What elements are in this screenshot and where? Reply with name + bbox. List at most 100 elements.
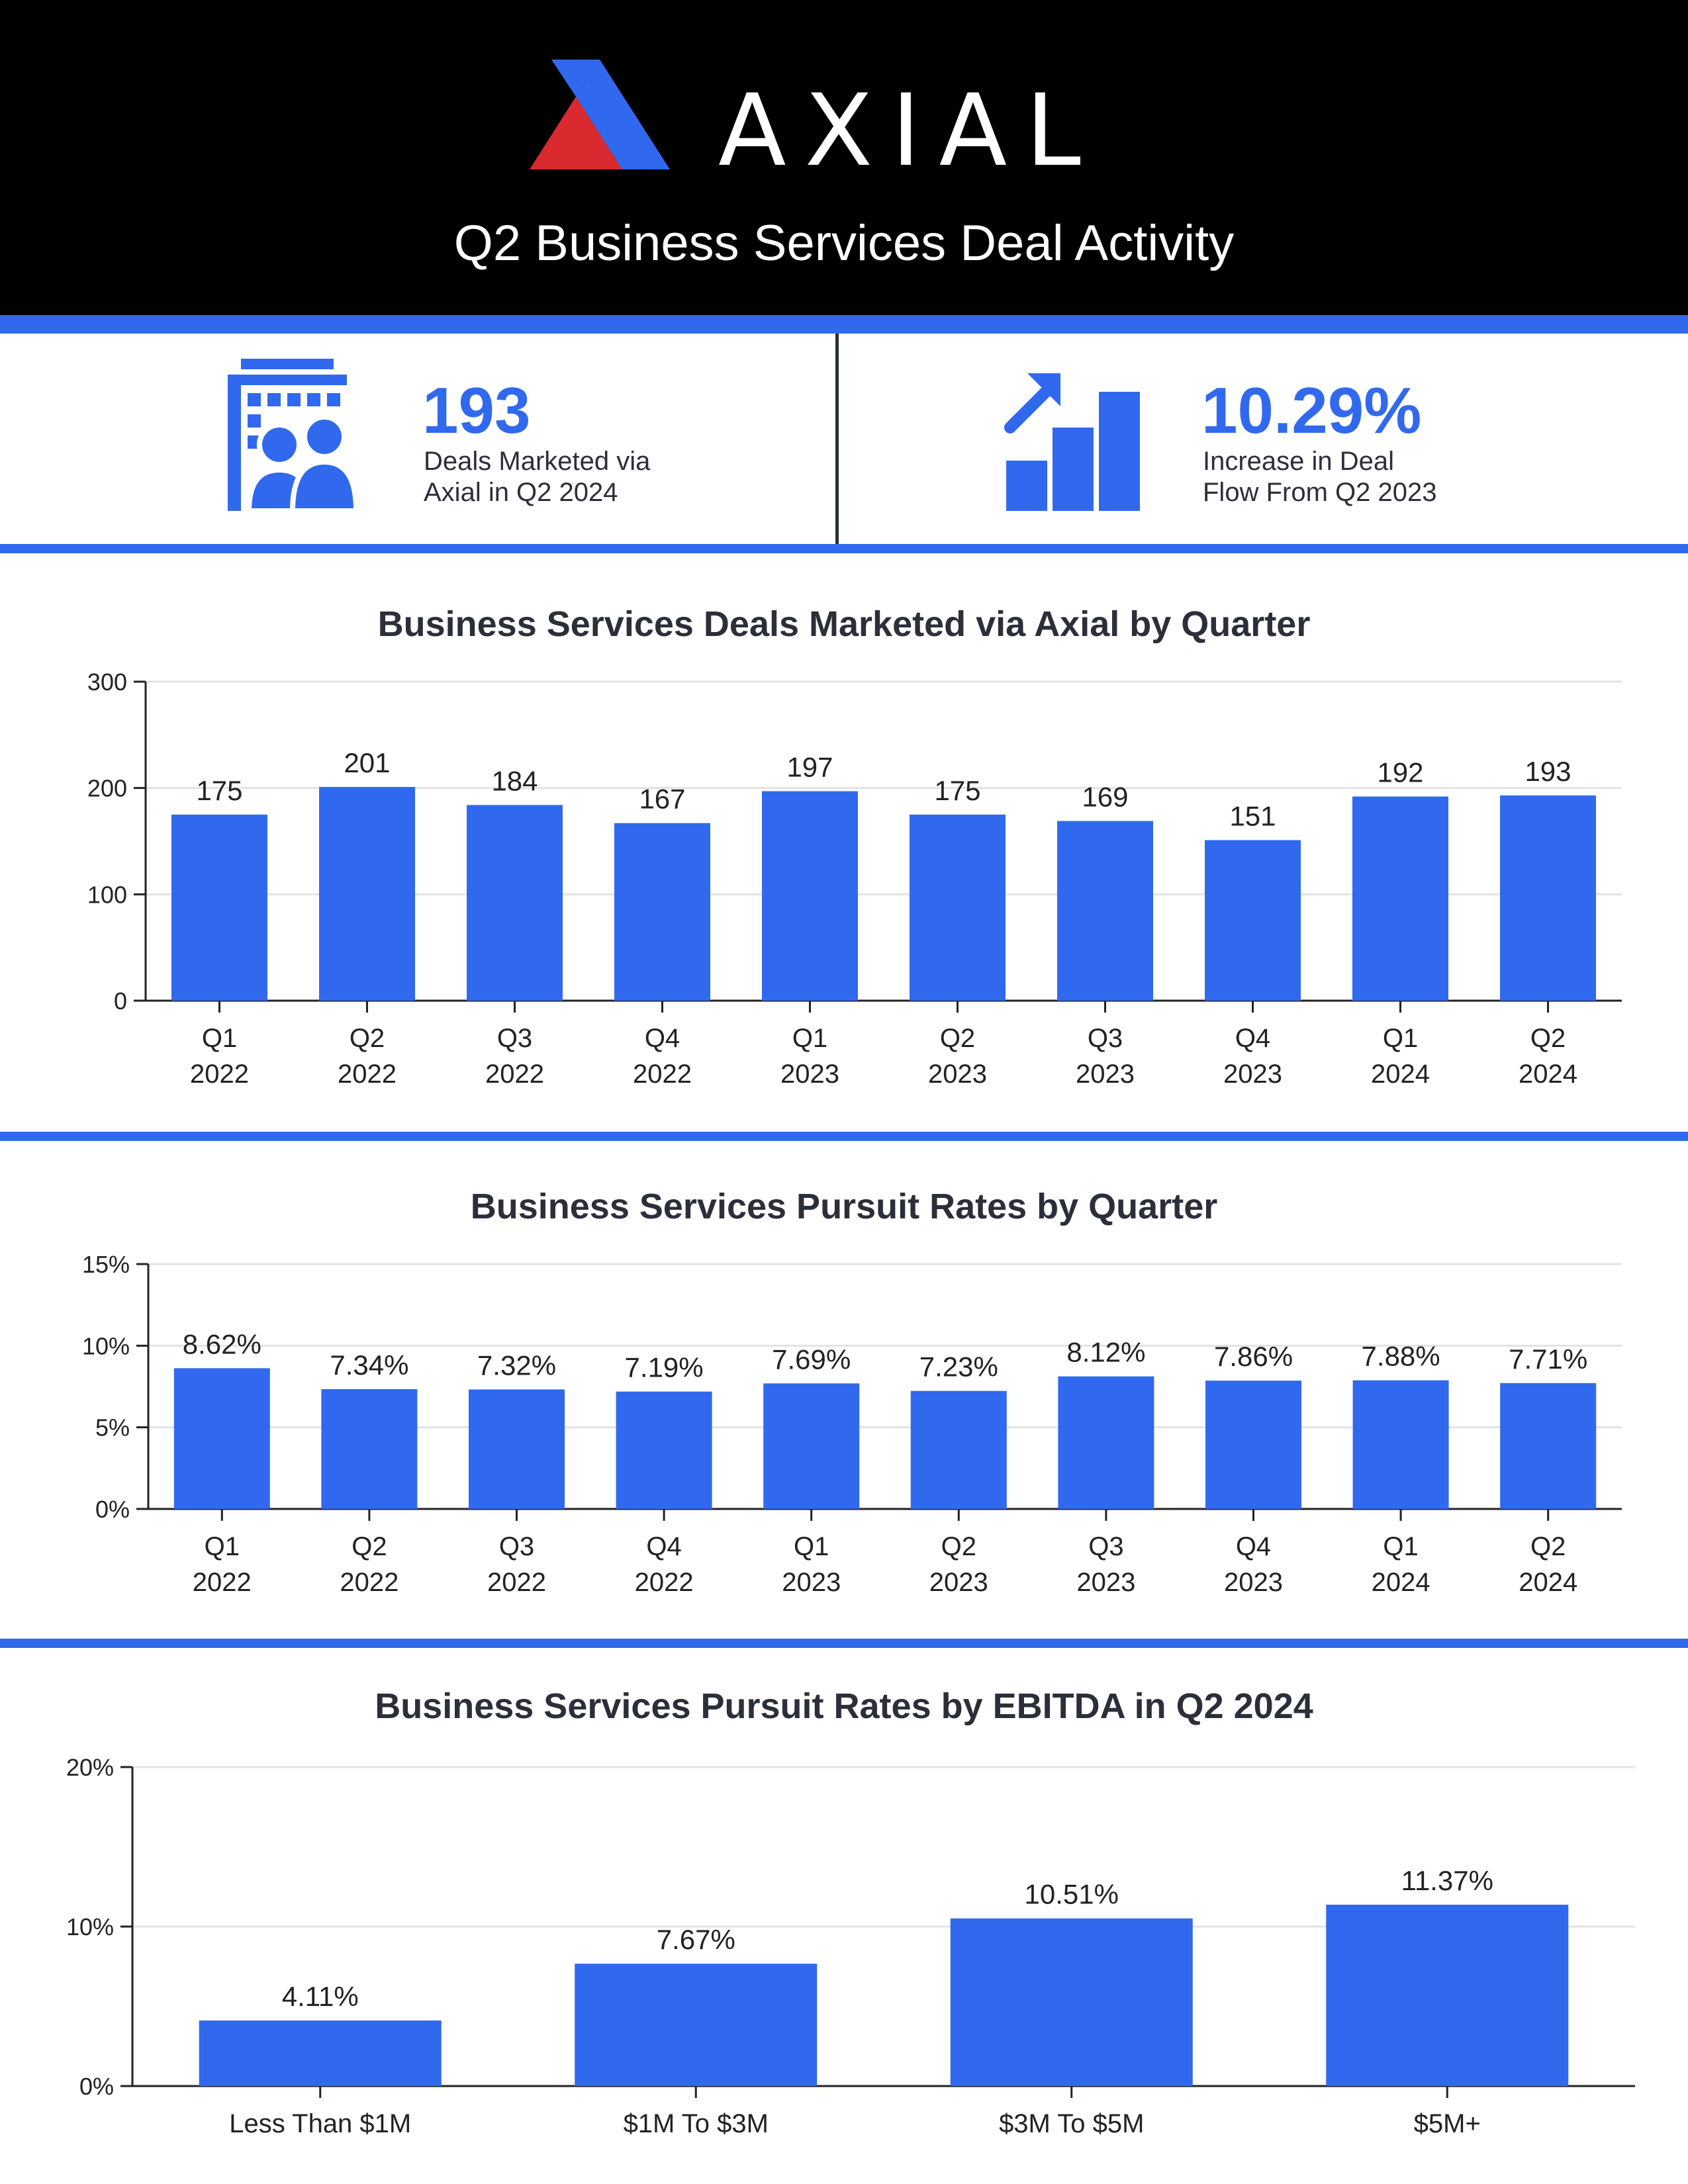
x-tick-label: Q1	[792, 1024, 827, 1053]
x-tick-label: 2023	[929, 1568, 988, 1597]
x-tick-label: 2024	[1371, 1060, 1430, 1089]
bar	[1500, 795, 1596, 1001]
bar	[171, 814, 267, 1001]
y-tick-label: 0	[114, 987, 127, 1015]
x-tick-label: Q1	[205, 1532, 240, 1561]
bar	[467, 805, 563, 1001]
x-tick-label: 2022	[190, 1060, 249, 1089]
data-label: 175	[196, 775, 242, 806]
x-tick-label: Q3	[499, 1532, 534, 1561]
stats-bottom-rule	[0, 544, 1688, 553]
bar	[1352, 796, 1448, 1001]
data-label: 169	[1082, 781, 1128, 812]
x-tick-label: Q1	[1383, 1024, 1418, 1053]
x-tick-label: $1M To $3M	[624, 2109, 769, 2138]
bar	[950, 1918, 1193, 2086]
top-rule	[0, 315, 1688, 334]
x-tick-label: 2023	[1076, 1568, 1135, 1597]
axial-logo-icon	[530, 60, 670, 169]
x-tick-label: $5M+	[1414, 2109, 1481, 2138]
x-tick-label: Q2	[350, 1024, 385, 1053]
bar	[321, 1388, 418, 1509]
bar	[1352, 1380, 1449, 1509]
x-tick-label: 2022	[485, 1060, 544, 1089]
x-tick-label: Q2	[1530, 1532, 1566, 1561]
x-tick-label: Q4	[645, 1024, 680, 1053]
data-label: 7.71%	[1509, 1343, 1587, 1375]
chart1-title: Business Services Deals Marketed via Axi…	[377, 604, 1311, 644]
bar	[762, 791, 858, 1001]
y-tick-label: 100	[87, 881, 127, 908]
x-tick-label: Q3	[1088, 1532, 1123, 1561]
x-tick-label: Less Than $1M	[229, 2109, 411, 2138]
data-label: 8.62%	[183, 1328, 261, 1359]
stat-increase-label-line2: Flow From Q2 2023	[1203, 478, 1437, 507]
chart3-title: Business Services Pursuit Rates by EBITD…	[375, 1686, 1313, 1726]
x-tick-label: Q2	[941, 1532, 976, 1561]
data-label: 7.32%	[477, 1349, 556, 1381]
x-tick-label: Q1	[1383, 1532, 1418, 1561]
y-tick-label: 10%	[82, 1332, 130, 1359]
data-label: 184	[491, 765, 538, 796]
chart2-title: Business Services Pursuit Rates by Quart…	[470, 1187, 1218, 1226]
data-label: 7.19%	[625, 1352, 704, 1383]
x-tick-label: Q2	[1530, 1024, 1566, 1053]
data-label: 193	[1524, 756, 1571, 787]
x-tick-label: 2022	[338, 1060, 397, 1089]
bar	[199, 2020, 442, 2086]
stat-deals-label-line1: Deals Marketed via	[424, 447, 651, 476]
data-label: 7.34%	[330, 1349, 408, 1381]
x-tick-label: 2023	[782, 1568, 841, 1597]
pursuit-rates-by-quarter-chart: 0% 5% 10% 15% 8.62% Q1 2022 7.34% Q2 2022 7.32% Q3 2…	[82, 1251, 1622, 1597]
bar	[910, 814, 1006, 1001]
x-tick-label: Q4	[646, 1532, 681, 1561]
x-tick-label: 2022	[635, 1568, 694, 1597]
bar	[575, 1964, 818, 2086]
data-label: 7.23%	[919, 1351, 998, 1383]
y-tick-label: 5%	[95, 1414, 130, 1441]
x-tick-label: Q3	[1088, 1024, 1123, 1053]
x-tick-label: Q4	[1235, 1024, 1270, 1053]
stat-increase-value: 10.29%	[1201, 374, 1422, 447]
section-rule-1	[0, 1132, 1688, 1141]
x-tick-label: 2024	[1372, 1568, 1430, 1597]
x-tick-label: 2023	[1224, 1568, 1283, 1597]
data-label: 8.12%	[1066, 1337, 1145, 1368]
growth-bars-arrow-icon	[1004, 373, 1140, 511]
bar	[1500, 1383, 1597, 1509]
x-tick-label: Q1	[794, 1532, 829, 1561]
x-tick-label: Q2	[940, 1024, 975, 1053]
pursuit-rates-by-ebitda-chart: 0% 10% 20% 4.11% Less Than $1M 7.67% $1M To $3…	[66, 1754, 1635, 2138]
x-tick-label: 2023	[1223, 1060, 1282, 1089]
x-tick-label: 2023	[928, 1060, 987, 1089]
data-label: 7.67%	[657, 1924, 735, 1955]
stat-deals-label-line2: Axial in Q2 2024	[424, 478, 618, 507]
x-tick-label: $3M To $5M	[999, 2109, 1144, 2138]
data-label: 11.37%	[1401, 1865, 1493, 1896]
header: AXIAL Q2 Business Services Deal Activity	[0, 0, 1688, 315]
bar	[1058, 1376, 1154, 1509]
x-tick-label: 2022	[340, 1568, 399, 1597]
x-tick-label: Q2	[352, 1532, 387, 1561]
x-tick-label: 2022	[193, 1568, 252, 1597]
page-title: Q2 Business Services Deal Activity	[453, 215, 1235, 271]
data-label: 167	[639, 784, 685, 815]
x-tick-label: Q4	[1236, 1532, 1271, 1561]
bar	[1326, 1904, 1569, 2086]
y-tick-label: 200	[87, 775, 127, 802]
y-tick-label: 0%	[79, 2073, 114, 2100]
bar	[1205, 1381, 1301, 1509]
deals-by-quarter-chart: 0 100 200 300 175 Q1 2022 201 Q2 2022 184 Q3 2022 167…	[87, 668, 1622, 1089]
data-label: 4.11%	[282, 1981, 359, 2012]
data-label: 175	[934, 775, 980, 806]
x-tick-label: 2024	[1519, 1060, 1577, 1089]
x-tick-label: Q1	[202, 1024, 237, 1053]
x-tick-label: 2022	[487, 1568, 546, 1597]
data-label: 10.51%	[1025, 1879, 1119, 1910]
bar	[1205, 840, 1301, 1001]
x-tick-label: 2022	[633, 1060, 692, 1089]
data-label: 192	[1377, 757, 1423, 788]
data-label: 7.69%	[772, 1343, 851, 1375]
y-tick-label: 15%	[82, 1251, 130, 1278]
data-label: 197	[786, 751, 833, 782]
